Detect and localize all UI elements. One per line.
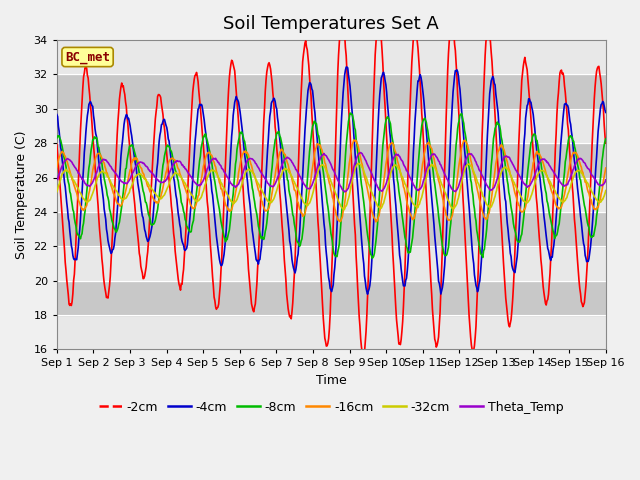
Bar xyxy=(57,212,605,246)
Bar xyxy=(57,40,605,74)
Bar xyxy=(57,74,605,109)
Title: Soil Temperatures Set A: Soil Temperatures Set A xyxy=(223,15,439,33)
Text: BC_met: BC_met xyxy=(65,50,110,63)
Bar xyxy=(57,178,605,212)
Bar xyxy=(57,143,605,178)
Y-axis label: Soil Temperature (C): Soil Temperature (C) xyxy=(15,131,28,259)
Bar xyxy=(57,246,605,281)
Bar xyxy=(57,281,605,315)
Bar xyxy=(57,109,605,143)
Legend: -2cm, -4cm, -8cm, -16cm, -32cm, Theta_Temp: -2cm, -4cm, -8cm, -16cm, -32cm, Theta_Te… xyxy=(94,396,568,419)
Bar xyxy=(57,315,605,349)
X-axis label: Time: Time xyxy=(316,374,347,387)
